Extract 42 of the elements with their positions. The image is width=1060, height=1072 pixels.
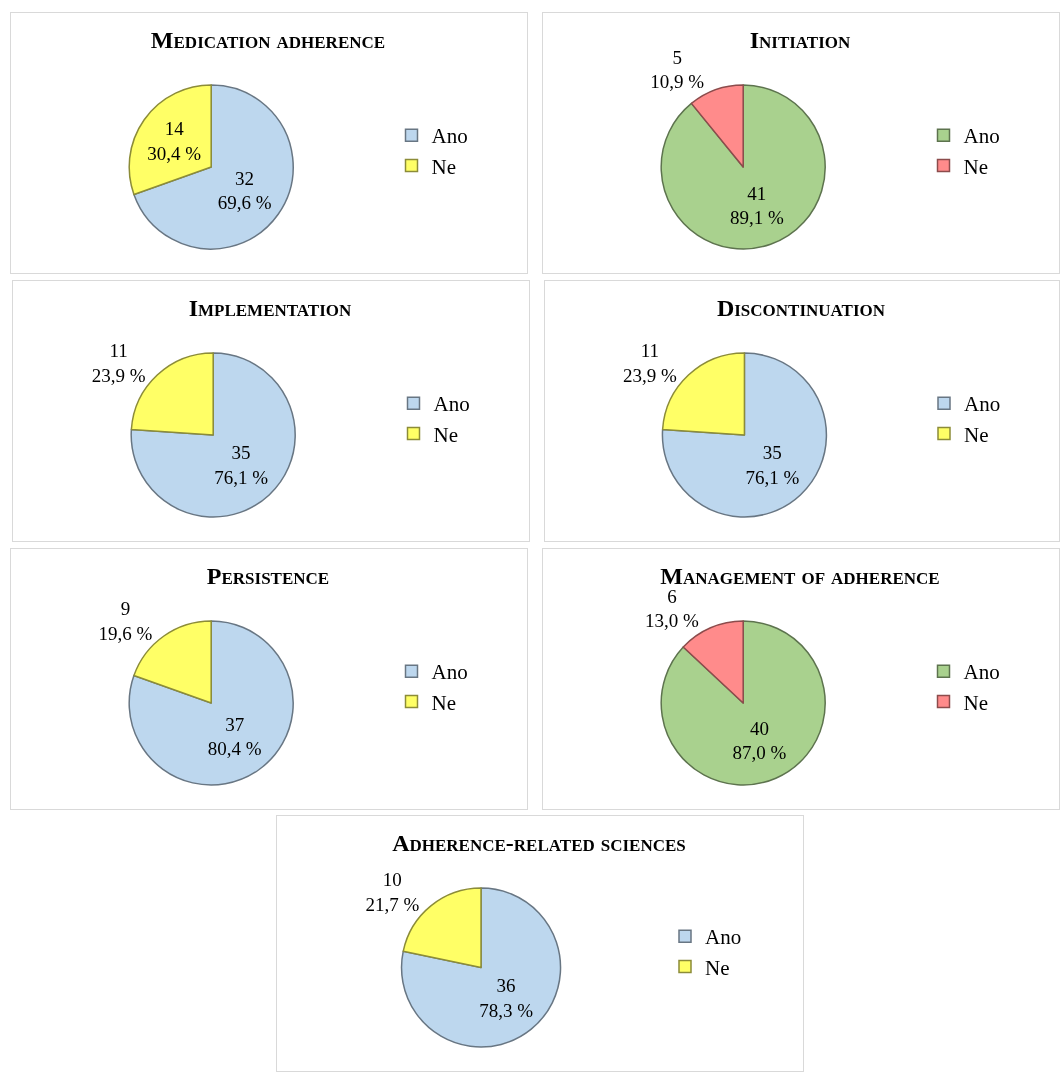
legend-label: Ano [431,124,468,149]
pie-slice [133,620,212,704]
legend-label: Ne [433,422,458,447]
data-label: 11 23,9 % [91,340,146,386]
data-label: 40 87,0 % [732,717,787,764]
data-label: 10 21,7 % [365,869,420,915]
pie-slice [661,352,746,436]
data-label: 35 76,1 % [745,442,800,488]
data-label: 41 89,1 % [729,182,784,229]
legend-label: Ano [433,392,470,417]
data-label: 36 78,3 % [479,975,534,1022]
legend-label: Ne [964,422,989,447]
pie-slice [402,887,482,969]
chart-title: Discontinuation [716,294,886,321]
data-label: 5 10,9 % [650,46,705,93]
pie-slice [400,887,562,1048]
legend-label: Ne [963,690,988,715]
data-label: 11 23,9 % [623,340,678,386]
data-label: 9 19,6 % [98,597,153,644]
pie-slice [130,352,296,518]
legend-label: Ano [963,124,1000,149]
chart-title: Implementation [188,294,353,321]
legend-label: Ne [431,690,456,715]
pie-slice [661,352,828,518]
legend-label: Ano [963,660,1000,685]
data-label: 14 30,4 % [147,118,202,164]
chart-title: Adherence-related sciences [392,829,686,856]
pie-slice [133,84,294,250]
data-label: 37 80,4 % [207,713,262,760]
data-label: 32 69,6 % [217,167,272,214]
pie-slice [130,352,214,436]
pie-slice [128,84,212,196]
legend-label: Ano [431,660,468,685]
chart-title: Initiation [749,26,852,53]
chart-title: Persistence [206,562,330,589]
legend-label: Ne [431,154,456,179]
data-label: 35 76,1 % [214,442,269,488]
chart-title: Medication adherence [150,26,386,53]
legend-label: Ano [964,392,1001,417]
legend-label: Ne [963,154,988,179]
legend-label: Ano [705,925,742,950]
legend-label: Ne [705,955,730,980]
